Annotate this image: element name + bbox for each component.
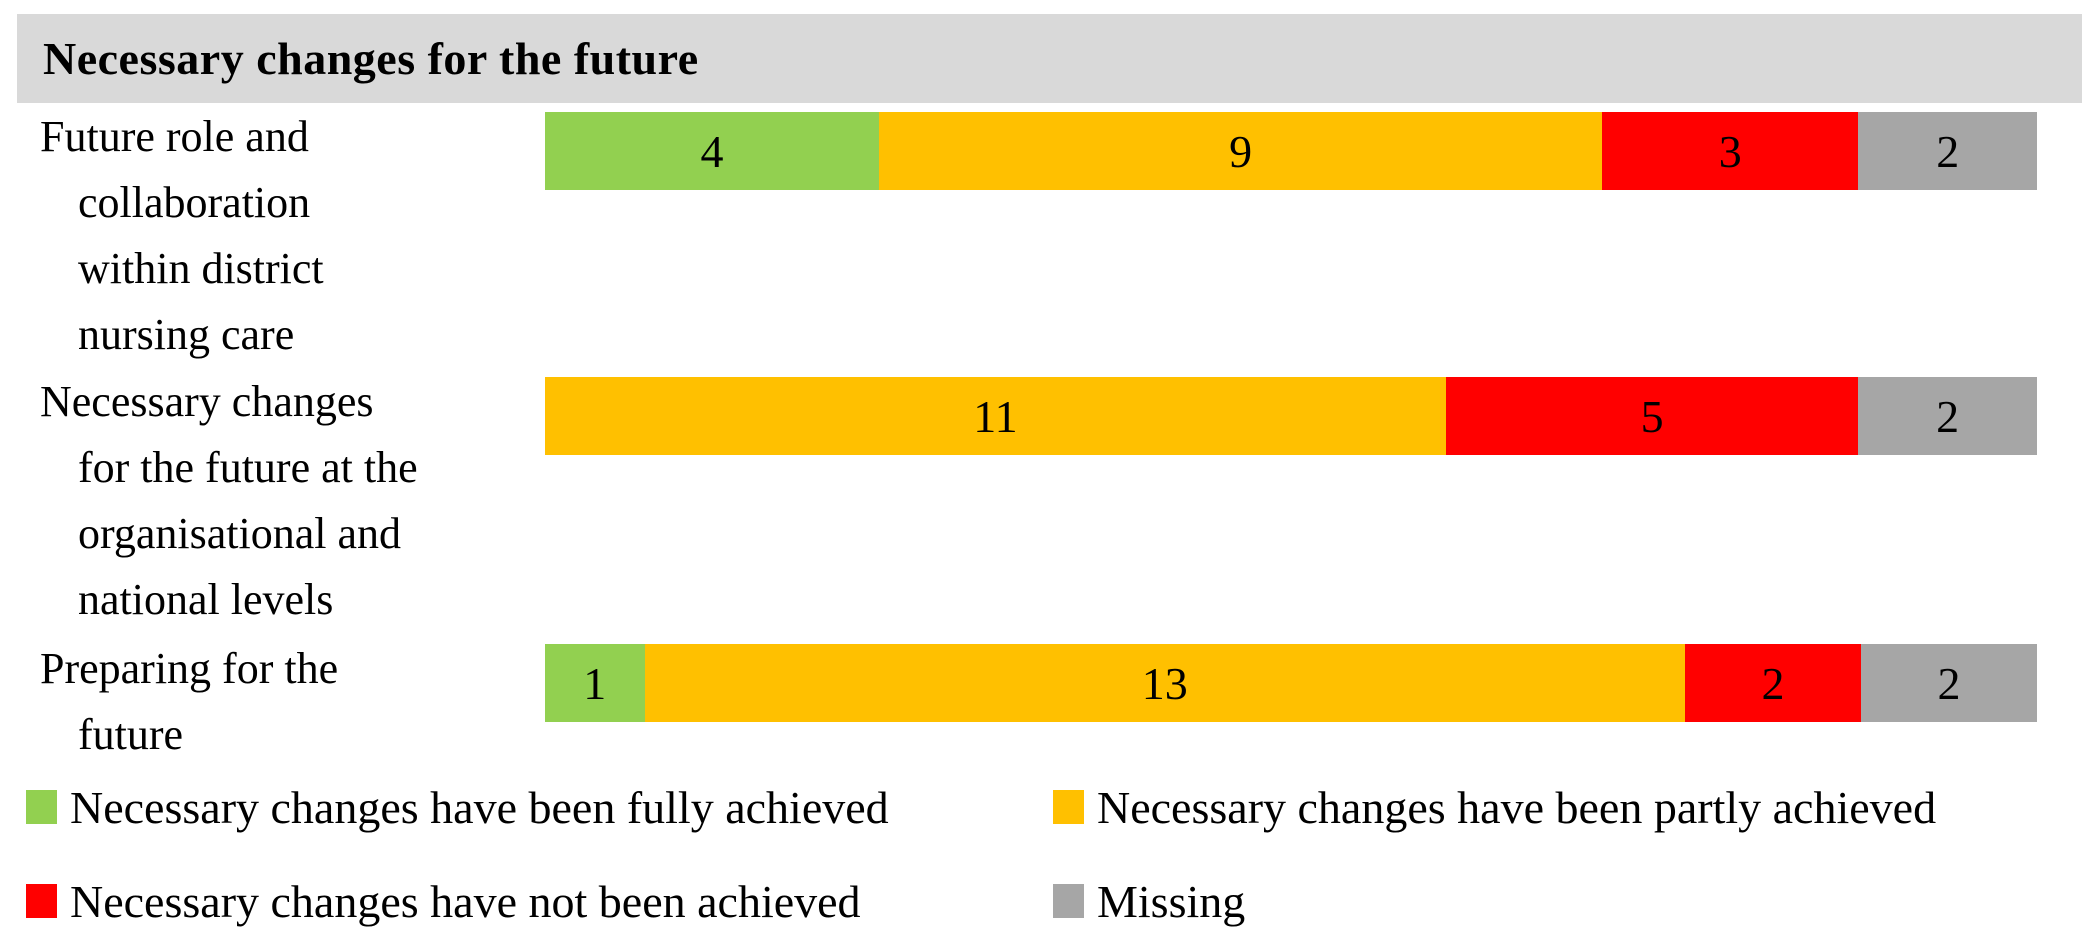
legend-label-missing: Missing bbox=[1097, 875, 1246, 927]
bar-segment: 4 bbox=[545, 112, 880, 190]
bar-segment: 2 bbox=[1858, 112, 2037, 190]
chart-title: Necessary changes for the future bbox=[43, 33, 699, 84]
bar-value-label: 4 bbox=[700, 125, 724, 177]
legend-label-fully-achieved: Necessary changes have been fully achiev… bbox=[70, 781, 889, 833]
legend-swatch-green-icon bbox=[26, 790, 57, 824]
chart-row: Future role and collaboration within distr… bbox=[0, 104, 2037, 369]
chart-rows: Future role and collaboration within distr… bbox=[0, 104, 2037, 806]
bar-segment: 11 bbox=[545, 377, 1446, 455]
legend-item-partly-achieved: Necessary changes have been partly achie… bbox=[1053, 779, 1936, 835]
bar-segment: 13 bbox=[644, 644, 1685, 722]
stacked-bar: 1 13 2 2 bbox=[545, 644, 2037, 722]
legend-item-not-achieved: Necessary changes have not been achieved bbox=[26, 873, 1053, 929]
chart-row: Preparing for the future 1 13 2 2 bbox=[0, 636, 2037, 806]
legend-label-partly-achieved: Necessary changes have been partly achie… bbox=[1097, 781, 1937, 833]
category-label: Future role and collaboration within distr… bbox=[40, 112, 324, 359]
bar-value-label: 2 bbox=[1761, 657, 1785, 709]
bar-segment: 2 bbox=[1685, 644, 1861, 722]
legend-item-missing: Missing bbox=[1053, 873, 1936, 929]
category-label: Preparing for the future bbox=[40, 644, 339, 759]
category-label: Necessary changes for the future at the or… bbox=[40, 377, 418, 624]
bar-value-label: 9 bbox=[1229, 125, 1253, 177]
bar-value-label: 2 bbox=[1936, 390, 1960, 442]
bar-segment: 2 bbox=[1861, 644, 2037, 722]
stacked-bar: 11 5 2 bbox=[545, 377, 2037, 455]
chart-row: Necessary changes for the future at the or… bbox=[0, 369, 2037, 636]
bar-segment: 1 bbox=[545, 644, 645, 722]
bar-segment: 5 bbox=[1445, 377, 1859, 455]
legend: Necessary changes have been fully achiev… bbox=[26, 779, 1936, 929]
bar-value-label: 11 bbox=[973, 390, 1018, 442]
bar-segment: 2 bbox=[1858, 377, 2037, 455]
legend-label-not-achieved: Necessary changes have not been achieved bbox=[70, 875, 861, 927]
legend-swatch-gray-icon bbox=[1053, 884, 1084, 918]
bar-value-label: 5 bbox=[1640, 390, 1664, 442]
bar-value-label: 2 bbox=[1936, 125, 1960, 177]
legend-swatch-orange-icon bbox=[1053, 790, 1084, 824]
bar-value-label: 3 bbox=[1718, 125, 1742, 177]
legend-swatch-red-icon bbox=[26, 884, 57, 918]
bar-value-label: 13 bbox=[1141, 657, 1188, 709]
bar-value-label: 1 bbox=[583, 657, 607, 709]
bar-segment: 3 bbox=[1602, 112, 1859, 190]
bar-segment: 9 bbox=[879, 112, 1603, 190]
legend-item-fully-achieved: Necessary changes have been fully achiev… bbox=[26, 779, 1053, 835]
chart-title-bar: Necessary changes for the future bbox=[17, 14, 2082, 103]
bar-value-label: 2 bbox=[1937, 657, 1961, 709]
stacked-bar: 4 9 3 2 bbox=[545, 112, 2037, 190]
